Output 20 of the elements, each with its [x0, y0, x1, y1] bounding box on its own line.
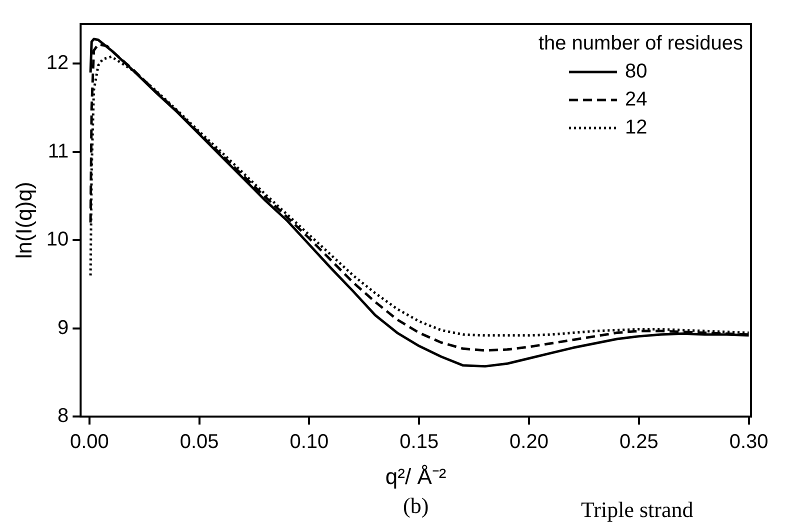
x-tick-label: 0.20 [510, 431, 548, 454]
x-tick-label: 0.30 [729, 431, 768, 454]
x-tick-label: 0.05 [180, 431, 219, 454]
legend-title: the number of residues [538, 32, 743, 55]
legend-label: 24 [625, 88, 648, 111]
legend-label: 12 [625, 116, 648, 139]
x-tick-label: 0.00 [70, 431, 109, 454]
text: (b) [402, 493, 429, 518]
y-tick-label: 11 [48, 140, 69, 162]
y-tick-label: 10 [46, 228, 69, 251]
y-axis-title: ln(I(q)q) [11, 182, 36, 259]
x-tick-label: 0.15 [400, 431, 439, 454]
y-tick-label: 8 [58, 405, 69, 428]
x-axis-title: q²/ Å⁻² [385, 464, 446, 489]
x-tick-label: 0.25 [619, 431, 658, 454]
y-tick-label: 9 [58, 316, 69, 339]
x-tick-label: 0.10 [290, 431, 329, 454]
text: Triple strand [581, 497, 694, 522]
y-tick-label: 12 [46, 52, 69, 74]
legend-label: 80 [625, 60, 648, 83]
